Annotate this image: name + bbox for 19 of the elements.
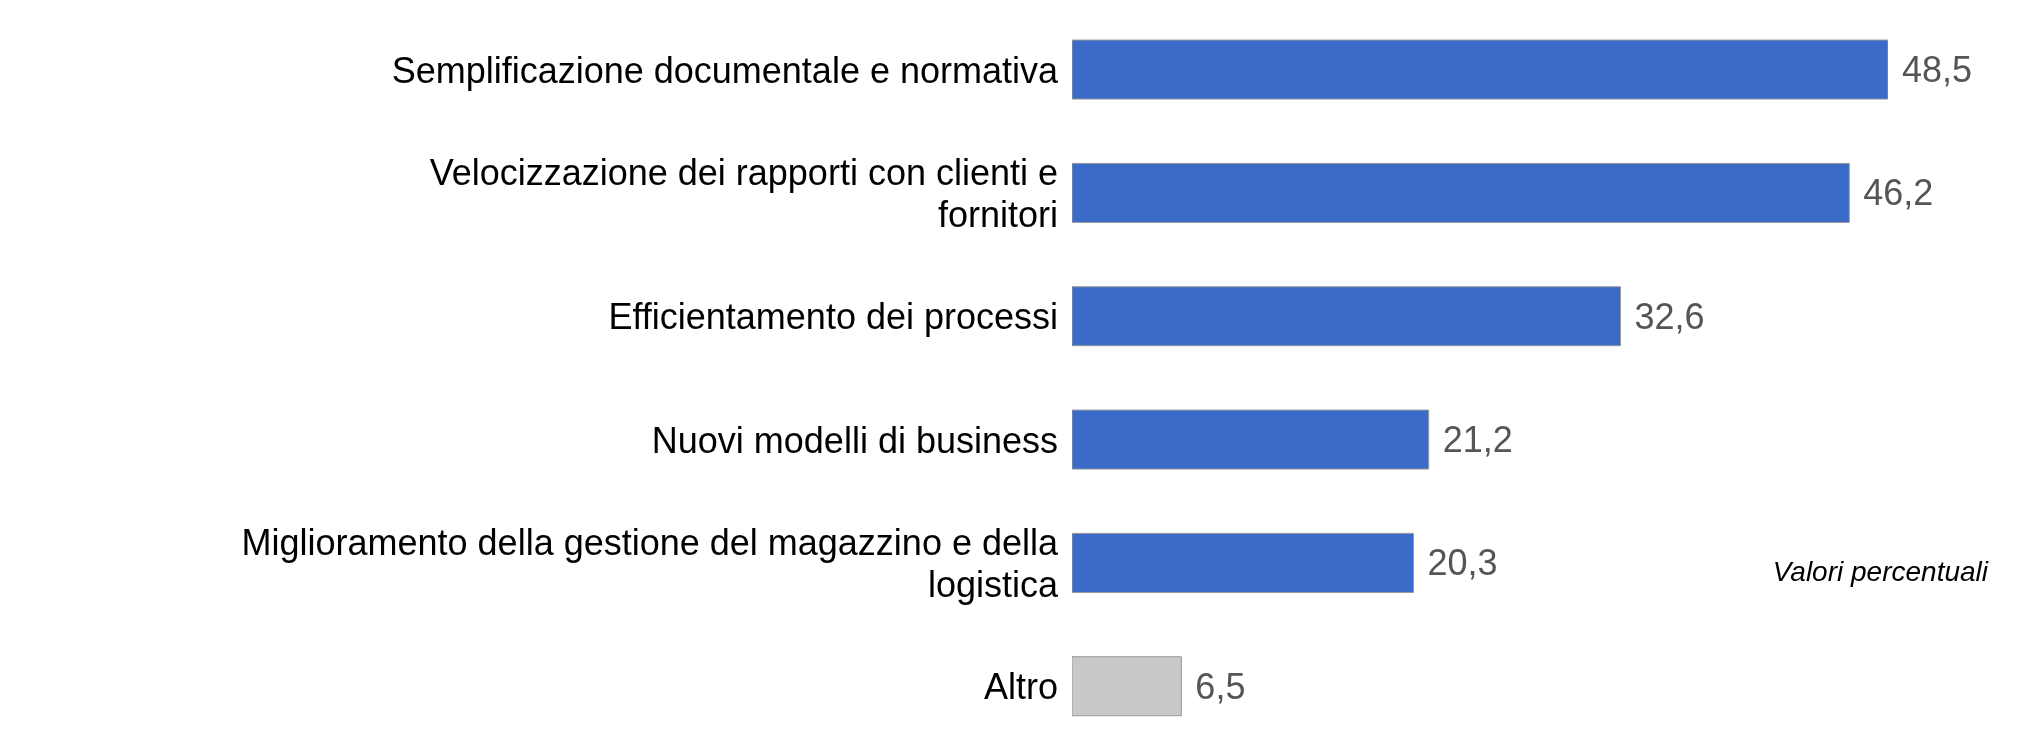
data-label: 21,2 — [1442, 419, 1513, 461]
bar — [1072, 656, 1182, 717]
bar — [1072, 532, 1415, 593]
y-tick-label: Semplificazione documentale e normativa — [391, 49, 1059, 91]
y-tick-label: Efficientamento dei processi — [608, 295, 1058, 337]
bar — [1072, 286, 1621, 347]
data-label: 20,3 — [1427, 542, 1498, 584]
data-label: 46,2 — [1863, 172, 1934, 214]
y-tick-label: Altro — [983, 665, 1058, 707]
y-tick-label: Velocizzazione dei rapporti con clienti e fornitori — [429, 151, 1058, 235]
bar — [1072, 39, 1888, 100]
bar — [1072, 409, 1430, 470]
y-tick-label: Miglioramento della gestione del magazzino e della logistica — [241, 521, 1059, 605]
data-label: 48,5 — [1902, 49, 1973, 91]
bar — [1072, 162, 1850, 223]
data-label: 6,5 — [1195, 665, 1246, 707]
y-tick-label: Nuovi modelli di business — [651, 419, 1058, 461]
data-label: 32,6 — [1634, 295, 1705, 337]
annotation: Valori percentuali — [1772, 556, 1988, 588]
